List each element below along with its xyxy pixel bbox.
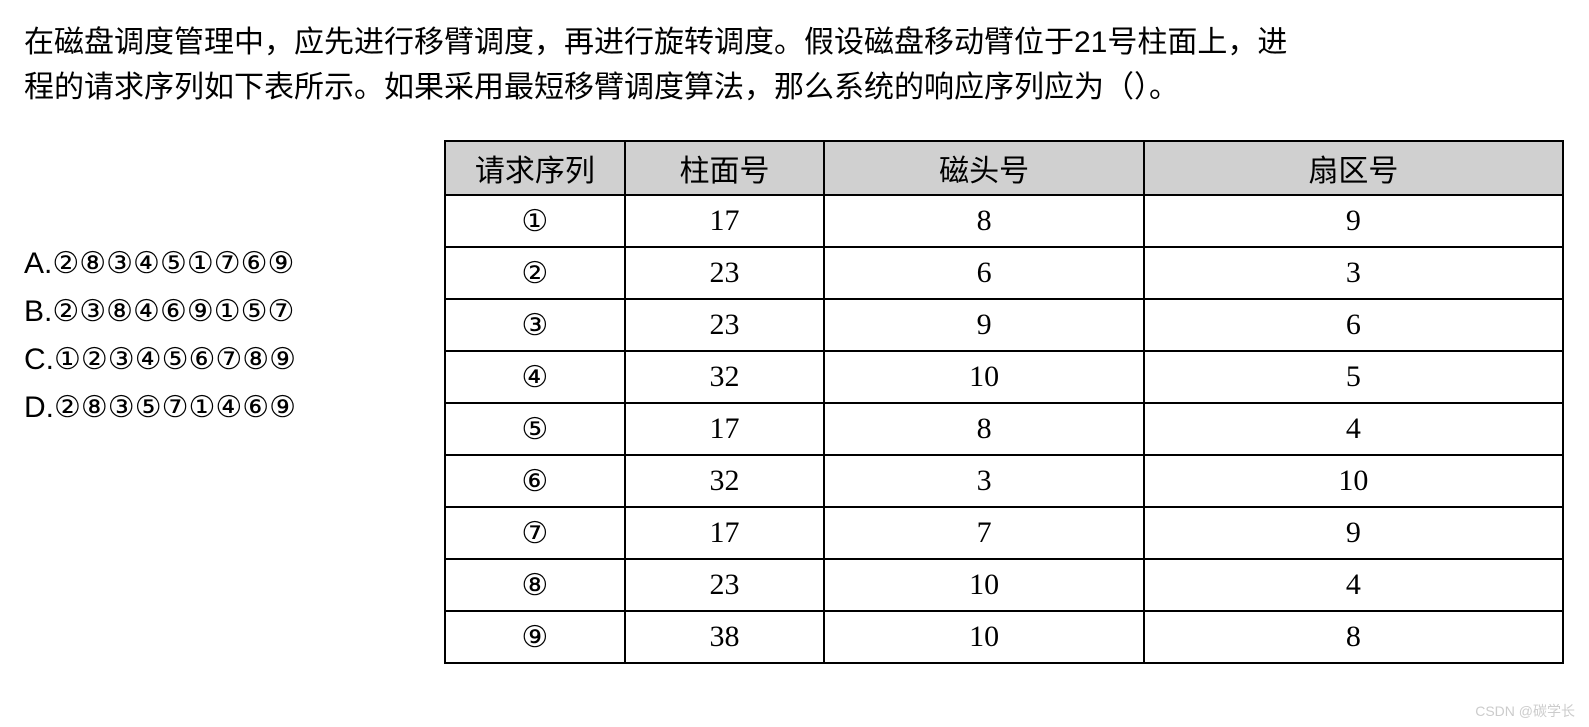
cell-sec: 8: [1144, 611, 1563, 663]
cell-sec: 4: [1144, 403, 1563, 455]
option-a: A.②⑧③④⑤①⑦⑥⑨: [24, 240, 444, 288]
cell-head: 10: [824, 559, 1143, 611]
request-table: 请求序列 柱面号 磁头号 扇区号 ①1789②2363③2396④32105⑤1…: [444, 140, 1564, 664]
question-line-1: 在磁盘调度管理中，应先进行移臂调度，再进行旋转调度。假设磁盘移动臂位于21号柱面…: [24, 26, 1287, 59]
option-seq: ②⑧③⑤⑦①④⑥⑨: [54, 391, 296, 424]
question-line-2: 程的请求序列如下表所示。如果采用最短移臂调度算法，那么系统的响应序列应为（）。: [24, 71, 1179, 104]
cell-sec: 4: [1144, 559, 1563, 611]
table-body: ①1789②2363③2396④32105⑤1784⑥32310⑦1779⑧23…: [445, 195, 1563, 663]
table-row: ⑨38108: [445, 611, 1563, 663]
table-row: ③2396: [445, 299, 1563, 351]
cell-head: 3: [824, 455, 1143, 507]
cell-cyl: 17: [625, 507, 825, 559]
cell-head: 10: [824, 351, 1143, 403]
cell-seq: ⑨: [445, 611, 625, 663]
cell-seq: ⑦: [445, 507, 625, 559]
cell-sec: 3: [1144, 247, 1563, 299]
cell-head: 8: [824, 195, 1143, 247]
cell-sec: 10: [1144, 455, 1563, 507]
table-row: ④32105: [445, 351, 1563, 403]
cell-cyl: 23: [625, 559, 825, 611]
table-container: 请求序列 柱面号 磁头号 扇区号 ①1789②2363③2396④32105⑤1…: [444, 140, 1565, 664]
cell-sec: 9: [1144, 195, 1563, 247]
table-row: ⑤1784: [445, 403, 1563, 455]
table-row: ⑦1779: [445, 507, 1563, 559]
col-header-cyl: 柱面号: [625, 141, 825, 195]
option-seq: ②③⑧④⑥⑨①⑤⑦: [52, 295, 294, 328]
table-row: ②2363: [445, 247, 1563, 299]
table-header: 请求序列 柱面号 磁头号 扇区号: [445, 141, 1563, 195]
content-row: A.②⑧③④⑤①⑦⑥⑨ B.②③⑧④⑥⑨①⑤⑦ C.①②③④⑤⑥⑦⑧⑨ D.②⑧…: [24, 140, 1565, 664]
option-seq: ②⑧③④⑤①⑦⑥⑨: [52, 247, 294, 280]
col-header-sec: 扇区号: [1144, 141, 1563, 195]
table-row: ⑥32310: [445, 455, 1563, 507]
option-seq: ①②③④⑤⑥⑦⑧⑨: [54, 343, 296, 376]
options-block: A.②⑧③④⑤①⑦⑥⑨ B.②③⑧④⑥⑨①⑤⑦ C.①②③④⑤⑥⑦⑧⑨ D.②⑧…: [24, 140, 444, 432]
col-header-seq: 请求序列: [445, 141, 625, 195]
cell-head: 6: [824, 247, 1143, 299]
cell-head: 8: [824, 403, 1143, 455]
option-key: D: [24, 391, 46, 424]
table-row: ⑧23104: [445, 559, 1563, 611]
table-row: ①1789: [445, 195, 1563, 247]
cell-cyl: 23: [625, 299, 825, 351]
table-header-row: 请求序列 柱面号 磁头号 扇区号: [445, 141, 1563, 195]
cell-cyl: 32: [625, 455, 825, 507]
option-c: C.①②③④⑤⑥⑦⑧⑨: [24, 336, 444, 384]
col-header-head: 磁头号: [824, 141, 1143, 195]
cell-seq: ⑤: [445, 403, 625, 455]
cell-cyl: 38: [625, 611, 825, 663]
cell-head: 7: [824, 507, 1143, 559]
option-d: D.②⑧③⑤⑦①④⑥⑨: [24, 384, 444, 432]
cell-head: 10: [824, 611, 1143, 663]
cell-sec: 5: [1144, 351, 1563, 403]
cell-cyl: 17: [625, 403, 825, 455]
cell-seq: ⑧: [445, 559, 625, 611]
cell-seq: ②: [445, 247, 625, 299]
cell-cyl: 32: [625, 351, 825, 403]
question-text: 在磁盘调度管理中，应先进行移臂调度，再进行旋转调度。假设磁盘移动臂位于21号柱面…: [24, 20, 1565, 110]
cell-seq: ⑥: [445, 455, 625, 507]
option-key: B: [24, 295, 44, 328]
option-key: C: [24, 343, 46, 376]
cell-cyl: 23: [625, 247, 825, 299]
option-b: B.②③⑧④⑥⑨①⑤⑦: [24, 288, 444, 336]
cell-sec: 9: [1144, 507, 1563, 559]
cell-head: 9: [824, 299, 1143, 351]
cell-seq: ①: [445, 195, 625, 247]
option-key: A: [24, 247, 44, 280]
cell-cyl: 17: [625, 195, 825, 247]
watermark: CSDN @碳学长: [1475, 701, 1575, 721]
cell-sec: 6: [1144, 299, 1563, 351]
cell-seq: ④: [445, 351, 625, 403]
cell-seq: ③: [445, 299, 625, 351]
